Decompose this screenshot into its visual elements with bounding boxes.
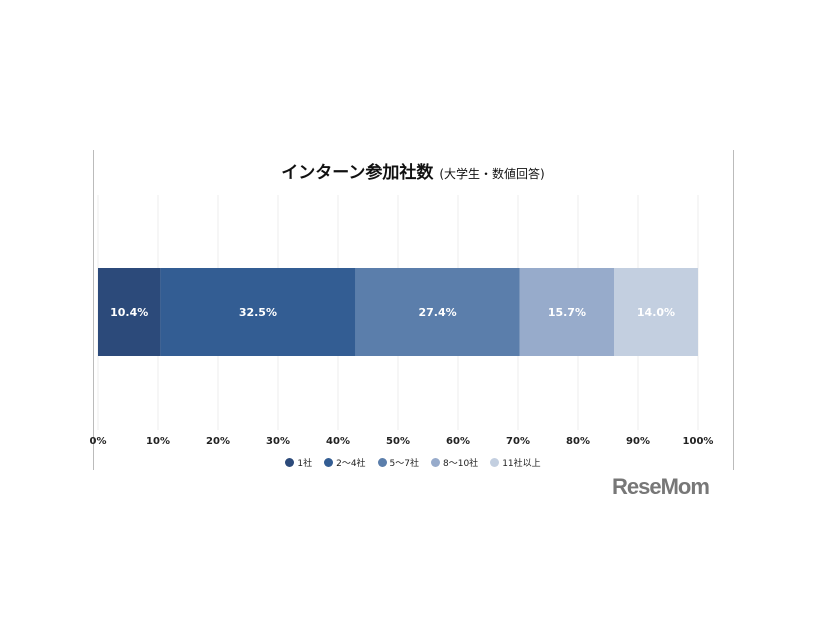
legend-dot-icon: [431, 458, 440, 467]
legend-label: 11社以上: [502, 459, 541, 469]
legend-label: 2〜4社: [336, 459, 366, 469]
chart-title: インターン参加社数: [281, 163, 434, 183]
legend-dot-icon: [377, 458, 387, 467]
bar-segment-5: [614, 268, 698, 356]
data-label: 10.4%: [110, 306, 148, 319]
x-tick-label: 0%: [90, 436, 107, 447]
data-label: 14.0%: [637, 306, 675, 319]
legend-item: 8〜10社: [431, 456, 478, 469]
legend-item: 2〜4社: [324, 456, 366, 469]
legend-item: 1社: [285, 456, 312, 469]
legend-label: 1社: [297, 459, 313, 469]
data-label: 32.5%: [239, 306, 277, 319]
chart-title-block: インターン参加社数 (大学生・数値回答): [0, 158, 826, 183]
x-tick-label: 80%: [566, 436, 590, 447]
legend-label: 5〜7社: [389, 459, 419, 469]
legend-dot-icon: [285, 458, 295, 467]
x-tick-label: 30%: [266, 436, 290, 447]
bar-segment-2: [160, 268, 356, 356]
legend: 1社 2〜4社 5〜7社 8〜10社 11社以上: [0, 456, 826, 469]
legend-dot-icon: [490, 458, 500, 467]
x-tick-label: 10%: [146, 436, 170, 447]
bar-segment-1: [98, 268, 161, 356]
x-tick-label: 40%: [326, 436, 350, 447]
legend-item: 11社以上: [490, 456, 541, 469]
x-tick-label: 100%: [683, 436, 714, 447]
bar-segment-3: [355, 268, 520, 356]
x-tick-label: 90%: [626, 436, 650, 447]
frame-left: [93, 150, 94, 470]
bar-segment-4: [519, 268, 614, 356]
x-tick-label: 20%: [206, 436, 230, 447]
x-tick-label: 70%: [506, 436, 530, 447]
chart-subtitle: (大学生・数値回答): [439, 167, 545, 181]
frame-right: [733, 150, 734, 470]
data-label: 27.4%: [419, 306, 457, 319]
x-tick-label: 60%: [446, 436, 470, 447]
legend-label: 8〜10社: [443, 459, 479, 469]
resemom-logo: ReseMom: [612, 474, 710, 499]
legend-item: 5〜7社: [377, 456, 419, 469]
legend-dot-icon: [324, 458, 334, 467]
data-label: 15.7%: [548, 306, 586, 319]
x-tick-label: 50%: [386, 436, 410, 447]
